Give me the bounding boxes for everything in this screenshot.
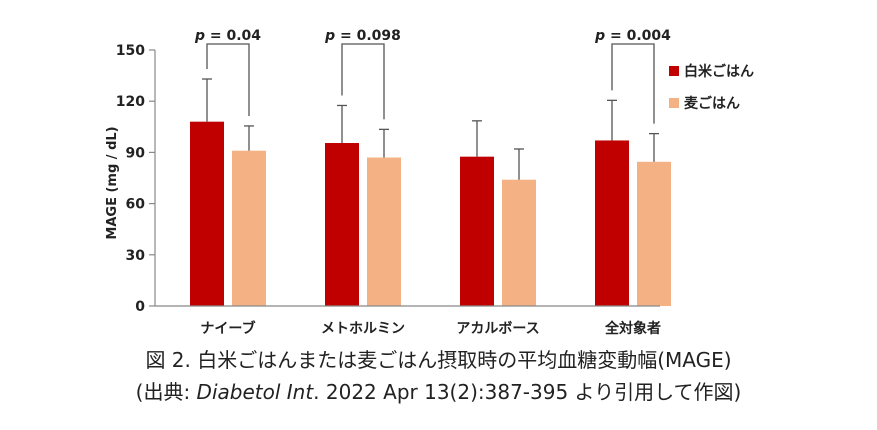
bar [460,156,494,306]
legend-label: 白米ごはん [684,63,754,80]
legend-label: 麦ごはん [684,95,740,112]
x-tick-label: ナイーブ [200,320,255,337]
p-value: = 0.004 [605,28,671,44]
p-value: = 0.098 [335,28,401,44]
y-axis-label: MAGE (mg / dL) [105,126,120,239]
y-axis: 0 30 60 90 120 150 MAGE (mg / dL) [105,43,156,315]
y-tick-label: 0 [135,299,145,315]
bars [190,78,671,307]
p-value-label: p = 0.04 [194,28,261,44]
x-tick-label: メトホルミン [321,321,405,337]
caption-line1: 図 2. 白米ごはんまたは麦ごはん摂取時の平均血糖変動幅(MAGE) [145,348,732,372]
mage-bar-chart: 0 30 60 90 120 150 MAGE (mg / dL) ナイーブ メトホルミン アカ… [105,28,754,337]
significance-bracket [206,43,250,116]
y-tick-label: 60 [126,197,146,213]
p-symbol: p [594,28,605,44]
caption-source-prefix: (出典: [135,380,197,404]
y-tick-label: 150 [116,43,145,59]
p-symbol: p [324,28,335,44]
y-tick-label: 30 [126,248,146,264]
bar [502,179,536,306]
bar [325,143,359,306]
significance-annotations: p = 0.04 p = 0.098 p = 0.004 [194,28,671,124]
y-tick-label: 120 [116,94,145,110]
bar [232,150,266,306]
x-tick-label: 全対象者 [604,320,661,337]
legend-swatch [669,98,679,108]
figure-caption-title: 図 2. 白米ごはんまたは麦ごはん摂取時の平均血糖変動幅(MAGE) [0,344,877,373]
x-axis: ナイーブ メトホルミン アカルボース 全対象者 [155,305,661,337]
bar [637,161,671,306]
p-value: = 0.04 [205,28,261,44]
y-tick-label: 90 [126,145,146,161]
x-tick-label: アカルボース [456,321,539,337]
bar [595,140,629,306]
caption-journal: Diabetol Int [196,380,314,404]
figure-caption-source: (出典: Diabetol Int. 2022 Apr 13(2):387-39… [0,376,877,405]
bar [190,121,224,307]
significance-bracket [611,43,655,124]
caption-source-suffix: . 2022 Apr 13(2):387-395 より引用して作図) [313,380,742,404]
p-symbol: p [194,28,205,44]
p-value-label: p = 0.004 [594,28,671,44]
bar [367,157,401,306]
significance-bracket [341,43,385,120]
legend-swatch [669,66,679,76]
p-value-label: p = 0.098 [324,28,401,44]
